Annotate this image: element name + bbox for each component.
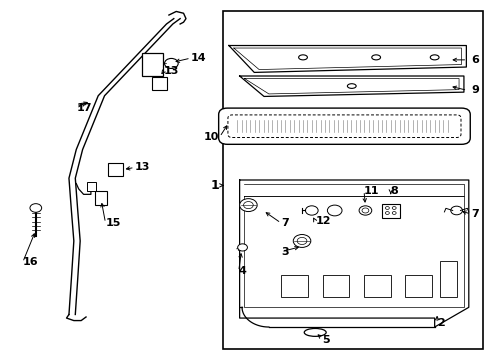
Text: 11: 11 [363, 186, 379, 196]
Bar [222, 12, 483, 348]
Text: 14: 14 [190, 53, 206, 63]
Circle shape [243, 202, 253, 209]
Circle shape [361, 208, 368, 213]
Ellipse shape [298, 55, 307, 60]
Circle shape [385, 207, 388, 210]
Text: 3: 3 [281, 247, 288, 257]
Bar [381, 204, 399, 218]
Text: 13: 13 [135, 162, 150, 172]
Circle shape [239, 199, 257, 212]
Text: 12: 12 [315, 216, 330, 226]
Text: 17: 17 [76, 103, 92, 113]
Bar [95, 191, 107, 205]
Text: 5: 5 [322, 334, 329, 345]
Text: 15: 15 [105, 218, 121, 228]
Text: 7: 7 [470, 209, 478, 219]
Circle shape [297, 237, 306, 244]
Text: 4: 4 [238, 266, 246, 276]
Text: 16: 16 [22, 257, 38, 267]
Polygon shape [228, 45, 466, 72]
Ellipse shape [346, 84, 355, 88]
Bar [439, 261, 456, 297]
Circle shape [305, 206, 318, 215]
Circle shape [293, 234, 310, 247]
Circle shape [391, 212, 395, 215]
Circle shape [237, 244, 247, 251]
Text: 1: 1 [210, 179, 219, 192]
Text: 2: 2 [436, 319, 444, 328]
Text: 13: 13 [163, 66, 179, 76]
Ellipse shape [429, 55, 438, 60]
Circle shape [385, 212, 388, 215]
Bar [322, 275, 348, 297]
Polygon shape [239, 180, 468, 327]
Circle shape [327, 205, 341, 216]
Ellipse shape [304, 328, 325, 336]
Text: 9: 9 [470, 85, 478, 95]
Text: 6: 6 [470, 55, 478, 65]
Ellipse shape [155, 81, 163, 86]
Bar [281, 275, 307, 297]
Circle shape [450, 206, 462, 215]
Bar [405, 275, 431, 297]
Bar [108, 163, 122, 176]
Circle shape [30, 204, 41, 212]
Bar [87, 182, 96, 192]
Text: 10: 10 [203, 132, 219, 142]
Ellipse shape [371, 55, 380, 60]
FancyBboxPatch shape [218, 108, 469, 144]
Circle shape [164, 58, 178, 68]
Bar [363, 275, 390, 297]
Circle shape [358, 206, 371, 215]
Text: 8: 8 [390, 186, 398, 196]
Bar [142, 53, 162, 76]
Bar [152, 77, 167, 90]
Polygon shape [239, 76, 463, 96]
Ellipse shape [111, 167, 119, 172]
Text: 7: 7 [281, 218, 288, 228]
Circle shape [391, 207, 395, 210]
